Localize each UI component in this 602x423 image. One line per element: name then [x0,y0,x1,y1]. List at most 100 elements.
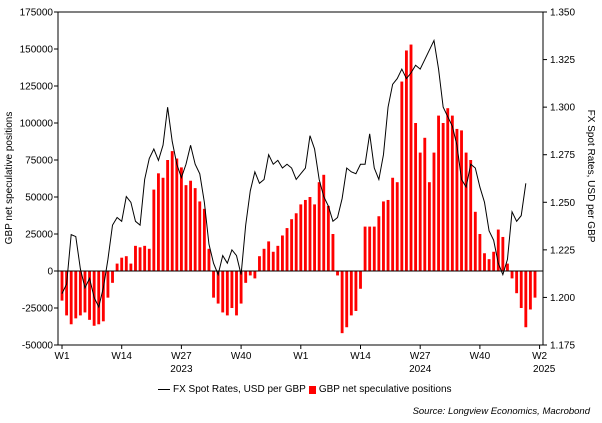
bar [492,251,496,271]
bar [414,123,418,271]
bar [340,271,344,334]
bar [533,271,537,298]
bar [528,271,532,310]
right-tick-label: 1.200 [550,293,575,304]
bar [212,271,215,298]
year-label: 2023 [170,364,193,375]
bar-series [60,44,537,334]
bar [143,245,147,271]
line-series [61,38,527,309]
bar [437,115,440,271]
left-axis-title: GBP net speculative positions [4,112,15,245]
bar [515,271,519,294]
right-tick-label: 1.225 [550,245,575,256]
bar [138,247,142,271]
bar [271,251,275,271]
bar [120,257,124,271]
bar [404,50,408,272]
bar [267,241,271,271]
bar [216,271,220,304]
bar [519,271,523,308]
bar [409,44,413,272]
bar [83,271,87,313]
bar [524,271,528,328]
bar [175,158,179,271]
bar [101,271,105,322]
bar [285,228,289,271]
x-axis: W1 W14 W27 W40 W1 W14 W27 W40 W2 2023 2024 2025 [55,345,556,375]
bar [313,204,316,271]
bar [496,229,500,271]
bar [290,219,294,271]
bar [244,271,248,283]
left-tick-label: 75000 [25,156,53,167]
bar [506,263,509,271]
bar [450,115,454,271]
bar [464,152,468,271]
bar [161,177,165,271]
bar [253,271,257,279]
bar [363,226,367,271]
bar [60,271,64,301]
right-axis-title: FX Spot Rates, USD per GBP [585,110,596,243]
bar [372,226,376,271]
bar [345,271,349,328]
bar [134,245,137,271]
bar [166,160,170,271]
bar [97,271,101,325]
legend: FX Spot Rates, USD per GBP GBP net specu… [158,384,452,395]
bar [239,271,243,304]
bar [248,271,252,276]
bar [368,226,372,271]
bar [386,199,390,271]
bar [322,174,326,271]
bar [303,199,307,271]
x-tick-label: W40 [231,351,252,362]
bar [423,137,427,271]
left-tick-label: 50000 [25,193,53,204]
bar [179,167,183,271]
bar [391,177,395,271]
year-label: 2025 [533,364,556,375]
bar [235,271,238,316]
right-tick-label: 1.250 [550,198,575,209]
bar [299,204,303,271]
bar [377,216,381,271]
left-tick-label: -25000 [22,304,54,315]
bar [115,263,119,271]
bar [225,271,229,316]
bar [460,130,463,271]
bar [418,152,422,271]
bar [74,271,78,319]
bar [395,182,399,271]
bar [455,128,459,271]
legend-bar-label: GBP net speculative positions [318,384,452,395]
bar [124,256,128,271]
bar [258,256,261,271]
x-tick-label: W27 [410,351,431,362]
bar [152,189,156,271]
x-tick-label: W14 [350,351,371,362]
bar [446,108,450,271]
source-note: Source: Longview Economics, Macrobond [412,406,590,417]
bar [432,152,436,271]
left-tick-label: 125000 [20,82,54,93]
fx-line [61,38,527,309]
bar [473,211,477,271]
bar [276,245,280,271]
bar [202,208,206,271]
left-tick-label: 175000 [20,8,54,19]
bar [69,271,73,325]
bar [294,213,298,271]
bar [207,248,211,271]
bar [336,271,339,276]
legend-line-swatch [158,389,170,390]
bar [221,271,225,313]
bar [427,182,431,271]
x-tick-label: W1 [293,351,308,362]
right-tick-label: 1.300 [550,103,575,114]
left-tick-label: 150000 [20,45,54,56]
right-axis: 1.350 1.325 1.300 1.275 1.250 1.225 1.200 1.175 [543,8,575,352]
x-tick-label: W2 [532,351,547,362]
